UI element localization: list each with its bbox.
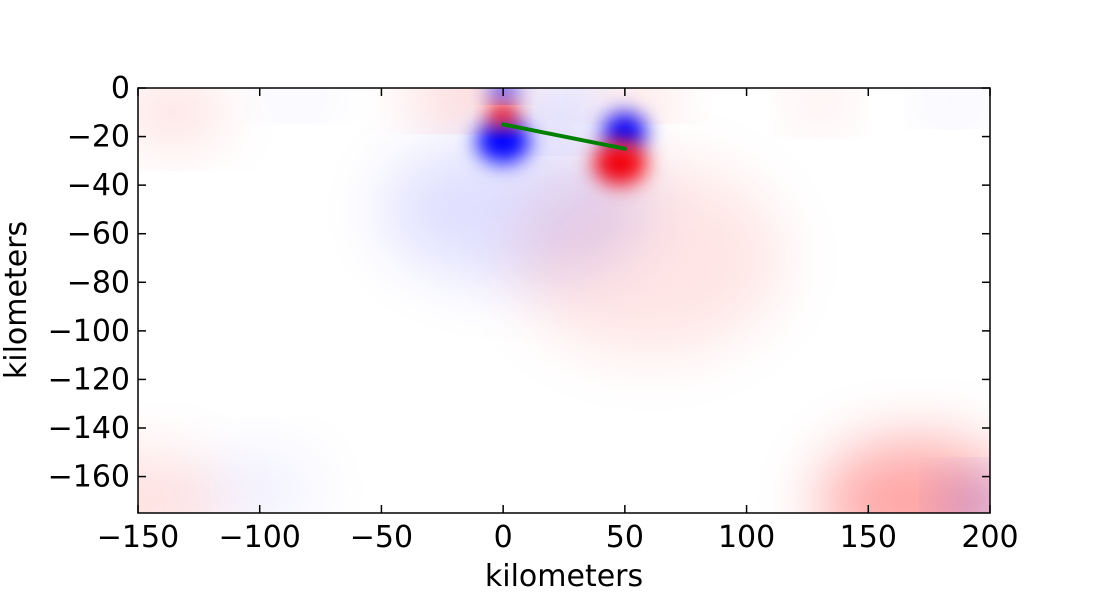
x-tick-label: 0 [494, 520, 513, 555]
x-tick-label: 50 [606, 520, 644, 555]
y-axis-label: kilometers [0, 221, 34, 379]
heatmap-lobe-positive [515, 160, 784, 356]
y-tick-label: −20 [67, 120, 130, 155]
x-tick-label: 200 [961, 520, 1018, 555]
y-tick-label: −80 [67, 265, 130, 300]
heatmap-lobe-negative [267, 88, 326, 110]
fault-line [501, 122, 627, 151]
heatmap-lobe-positive [819, 440, 990, 513]
heatmap-lobe-negative [948, 481, 990, 513]
x-tick-label: 100 [718, 520, 775, 555]
heatmap-lobe-negative [602, 112, 647, 152]
heatmap-lobe-positive [600, 88, 674, 110]
y-tick-label: −40 [67, 168, 130, 203]
x-tick-label: −50 [350, 520, 413, 555]
heatmap-lobe-negative [527, 88, 601, 132]
x-axis-ticks: −150 −100 −50 0 50 100 150 200 [97, 88, 1019, 555]
y-tick-label: −60 [67, 217, 130, 252]
heatmap-lobe-negative [929, 88, 978, 115]
heatmap-field [138, 88, 990, 513]
heatmap-lobe-positive [138, 88, 224, 142]
y-tick-label: −140 [48, 411, 130, 446]
x-axis-label: kilometers [485, 559, 643, 594]
y-tick-label: −160 [48, 460, 130, 495]
plot-frame [137, 87, 991, 514]
heatmap-lobe-positive [795, 88, 844, 120]
y-axis-ticks: 0 −20 −40 −60 −80 −100 −120 −140 −160 [48, 71, 990, 495]
y-tick-label: 0 [111, 71, 130, 106]
y-tick-label: −120 [48, 362, 130, 397]
x-tick-label: 150 [840, 520, 897, 555]
heatmap-lobe-positive [405, 88, 528, 115]
heatmap-lobe-negative [198, 452, 321, 513]
x-tick-label: −150 [97, 520, 179, 555]
y-tick-label: −100 [48, 314, 130, 349]
x-tick-label: −100 [219, 520, 301, 555]
